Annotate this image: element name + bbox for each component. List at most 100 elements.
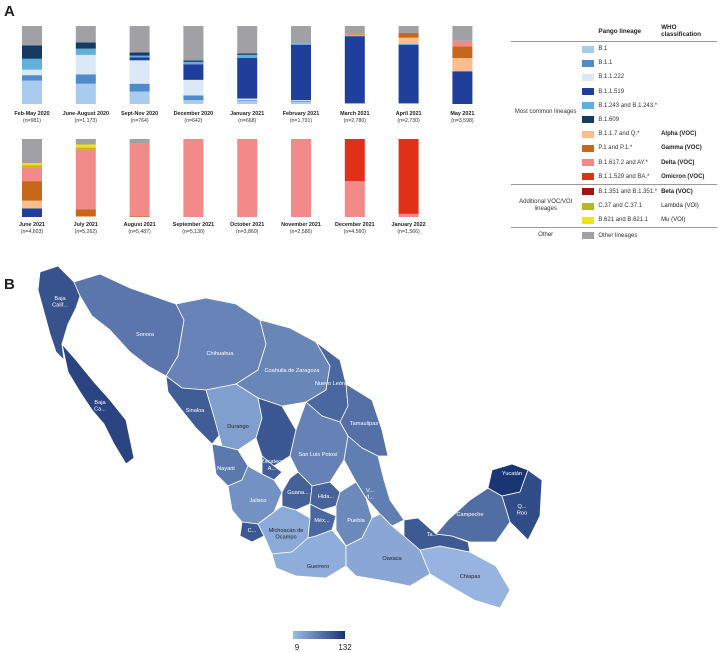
bar-segment: [75, 144, 96, 148]
bar-segment: [291, 139, 311, 217]
bar-segment: [22, 208, 42, 217]
bar-category-label: June 2021: [19, 222, 45, 228]
bar-stack: [183, 139, 204, 217]
map-state: [239, 521, 265, 543]
legend-who: [659, 56, 717, 70]
legend-who: Lambda (VOI): [661, 203, 699, 210]
legend-swatch: [582, 159, 595, 167]
legend-who: Mu (VOI): [661, 217, 686, 224]
bar-segment: [183, 95, 204, 101]
bar-category-label: August 2021: [124, 222, 156, 228]
bar-stack: [129, 139, 150, 217]
legend-row: B.1.1.519: [511, 85, 717, 99]
bar-segment: [75, 83, 96, 104]
legend-swatch-cell: [580, 70, 596, 84]
legend-row: Other Other lineages: [511, 227, 717, 243]
bar-segment: [75, 149, 96, 210]
legend-swatch-cell: [580, 227, 597, 243]
map-states: [37, 265, 543, 609]
legend-group-label: Other: [511, 227, 581, 243]
legend-row: B.1.1.222: [511, 70, 717, 84]
map-state-label: A...: [268, 466, 277, 472]
map-state-label: Nuevo León: [315, 381, 345, 387]
bar-n-label: (n=2,780): [344, 118, 367, 124]
legend-who: [659, 99, 717, 113]
bar-segment: [183, 100, 204, 104]
bar-stack: [129, 26, 150, 104]
legend-who: Gamma (VOC): [661, 145, 702, 152]
panel-b-letter: B: [4, 276, 15, 293]
legend-who: Alpha (VOC): [661, 131, 697, 138]
bar-segment: [344, 34, 365, 36]
bar-segment: [183, 64, 204, 80]
legend-who: Beta (VOC): [659, 183, 717, 200]
bar-segment: [398, 37, 419, 44]
bar-n-label: (n=668): [238, 118, 256, 124]
legend-who: Omicron (VOC): [661, 173, 705, 180]
map-state: [501, 469, 543, 541]
bar-segment: [75, 26, 96, 43]
legend-swatch: [582, 88, 595, 96]
bar-segment: [75, 139, 96, 145]
bar-stack: [183, 26, 204, 104]
legend-lineage: B.1.351 and B.1.351.*: [596, 183, 660, 200]
bar-n-label: (n=2,730): [397, 118, 420, 124]
bar-n-label: (n=3,598): [451, 118, 474, 124]
bar-stack: [237, 139, 258, 217]
bar-segment: [22, 139, 42, 164]
bar-n-label: (n=2,586): [290, 229, 313, 235]
legend-swatch: [582, 130, 595, 138]
bar-segment: [129, 83, 150, 92]
panel-a-letter: A: [4, 3, 15, 20]
legend-group-label: Additional VOC/VOI lineages: [511, 183, 581, 228]
bar-n-label: (n=1,791): [290, 118, 313, 124]
legend-row: B.621 and B.621.1 Mu (VOI): [511, 213, 717, 228]
bar-segment: [75, 74, 96, 84]
legend-row: P.1 and P.1.* Gamma (VOC): [511, 141, 717, 155]
bar-segment: [129, 139, 150, 144]
bar-category-label: January 2021: [230, 111, 264, 117]
legend-lineage: B.1: [598, 46, 608, 53]
map-state: [61, 343, 135, 465]
bar-stack: [344, 139, 365, 217]
bar-segment: [237, 57, 258, 99]
bar-segment: [237, 139, 258, 217]
bar-segment: [183, 26, 204, 61]
legend-lineage: B.1.1.529 and BA.*: [598, 173, 650, 180]
bar-segment: [344, 36, 365, 104]
bar-stack: [22, 26, 42, 104]
bar-stack: [291, 26, 311, 104]
bar-category-label: November 2021: [281, 222, 321, 228]
map-state-label: Durango: [227, 424, 248, 430]
legend-row: Most common lineages B.1: [511, 42, 717, 115]
bar-segment: [22, 200, 42, 209]
legend-swatch: [582, 144, 595, 152]
map-state-label: Chiapas: [460, 574, 481, 580]
legend-swatch-cell: [580, 127, 596, 141]
bar-segment: [183, 79, 204, 96]
color-scale-min-label: 9: [295, 643, 300, 652]
bar-n-label: (n=4,603): [21, 229, 44, 235]
legend-row: Additional VOC/VOI lineages B.1.351 and B…: [511, 183, 717, 228]
legend-row: B.1.1.529 and BA.* Omicron (VOC): [511, 170, 717, 185]
color-scale-max-label: 132: [338, 643, 352, 652]
bar-stack: [22, 139, 42, 217]
bar-segment: [452, 46, 473, 58]
map-state-label: Q... Roo: [517, 504, 527, 517]
color-scale-bar: [293, 631, 345, 639]
legend-swatch: [582, 116, 595, 124]
bar-segment: [22, 26, 42, 46]
mexico-choropleth-map: Baja Calif... Baja Ca... Sonora Chihuahua Coah…: [37, 265, 543, 652]
legend-lineage: B.621 and B.621.1: [598, 217, 649, 224]
map-state-label: Michoacán de Ocampo: [269, 528, 304, 541]
legend-lineage: B.1.617.2 and AY.*: [598, 159, 648, 166]
bar-segment: [129, 143, 150, 217]
bar-n-label: (n=1,566): [397, 229, 420, 235]
legend-lineage: Other lineages: [596, 227, 660, 243]
map-state-label: Zacatecas: [261, 459, 287, 465]
bar-segment: [183, 61, 204, 65]
legend-row: B.1.1.7 and Q.* Alpha (VOC): [511, 127, 717, 141]
bar-stack: [398, 139, 419, 217]
map-state-label: Hida...: [318, 494, 335, 500]
bar-stack: [237, 26, 258, 104]
